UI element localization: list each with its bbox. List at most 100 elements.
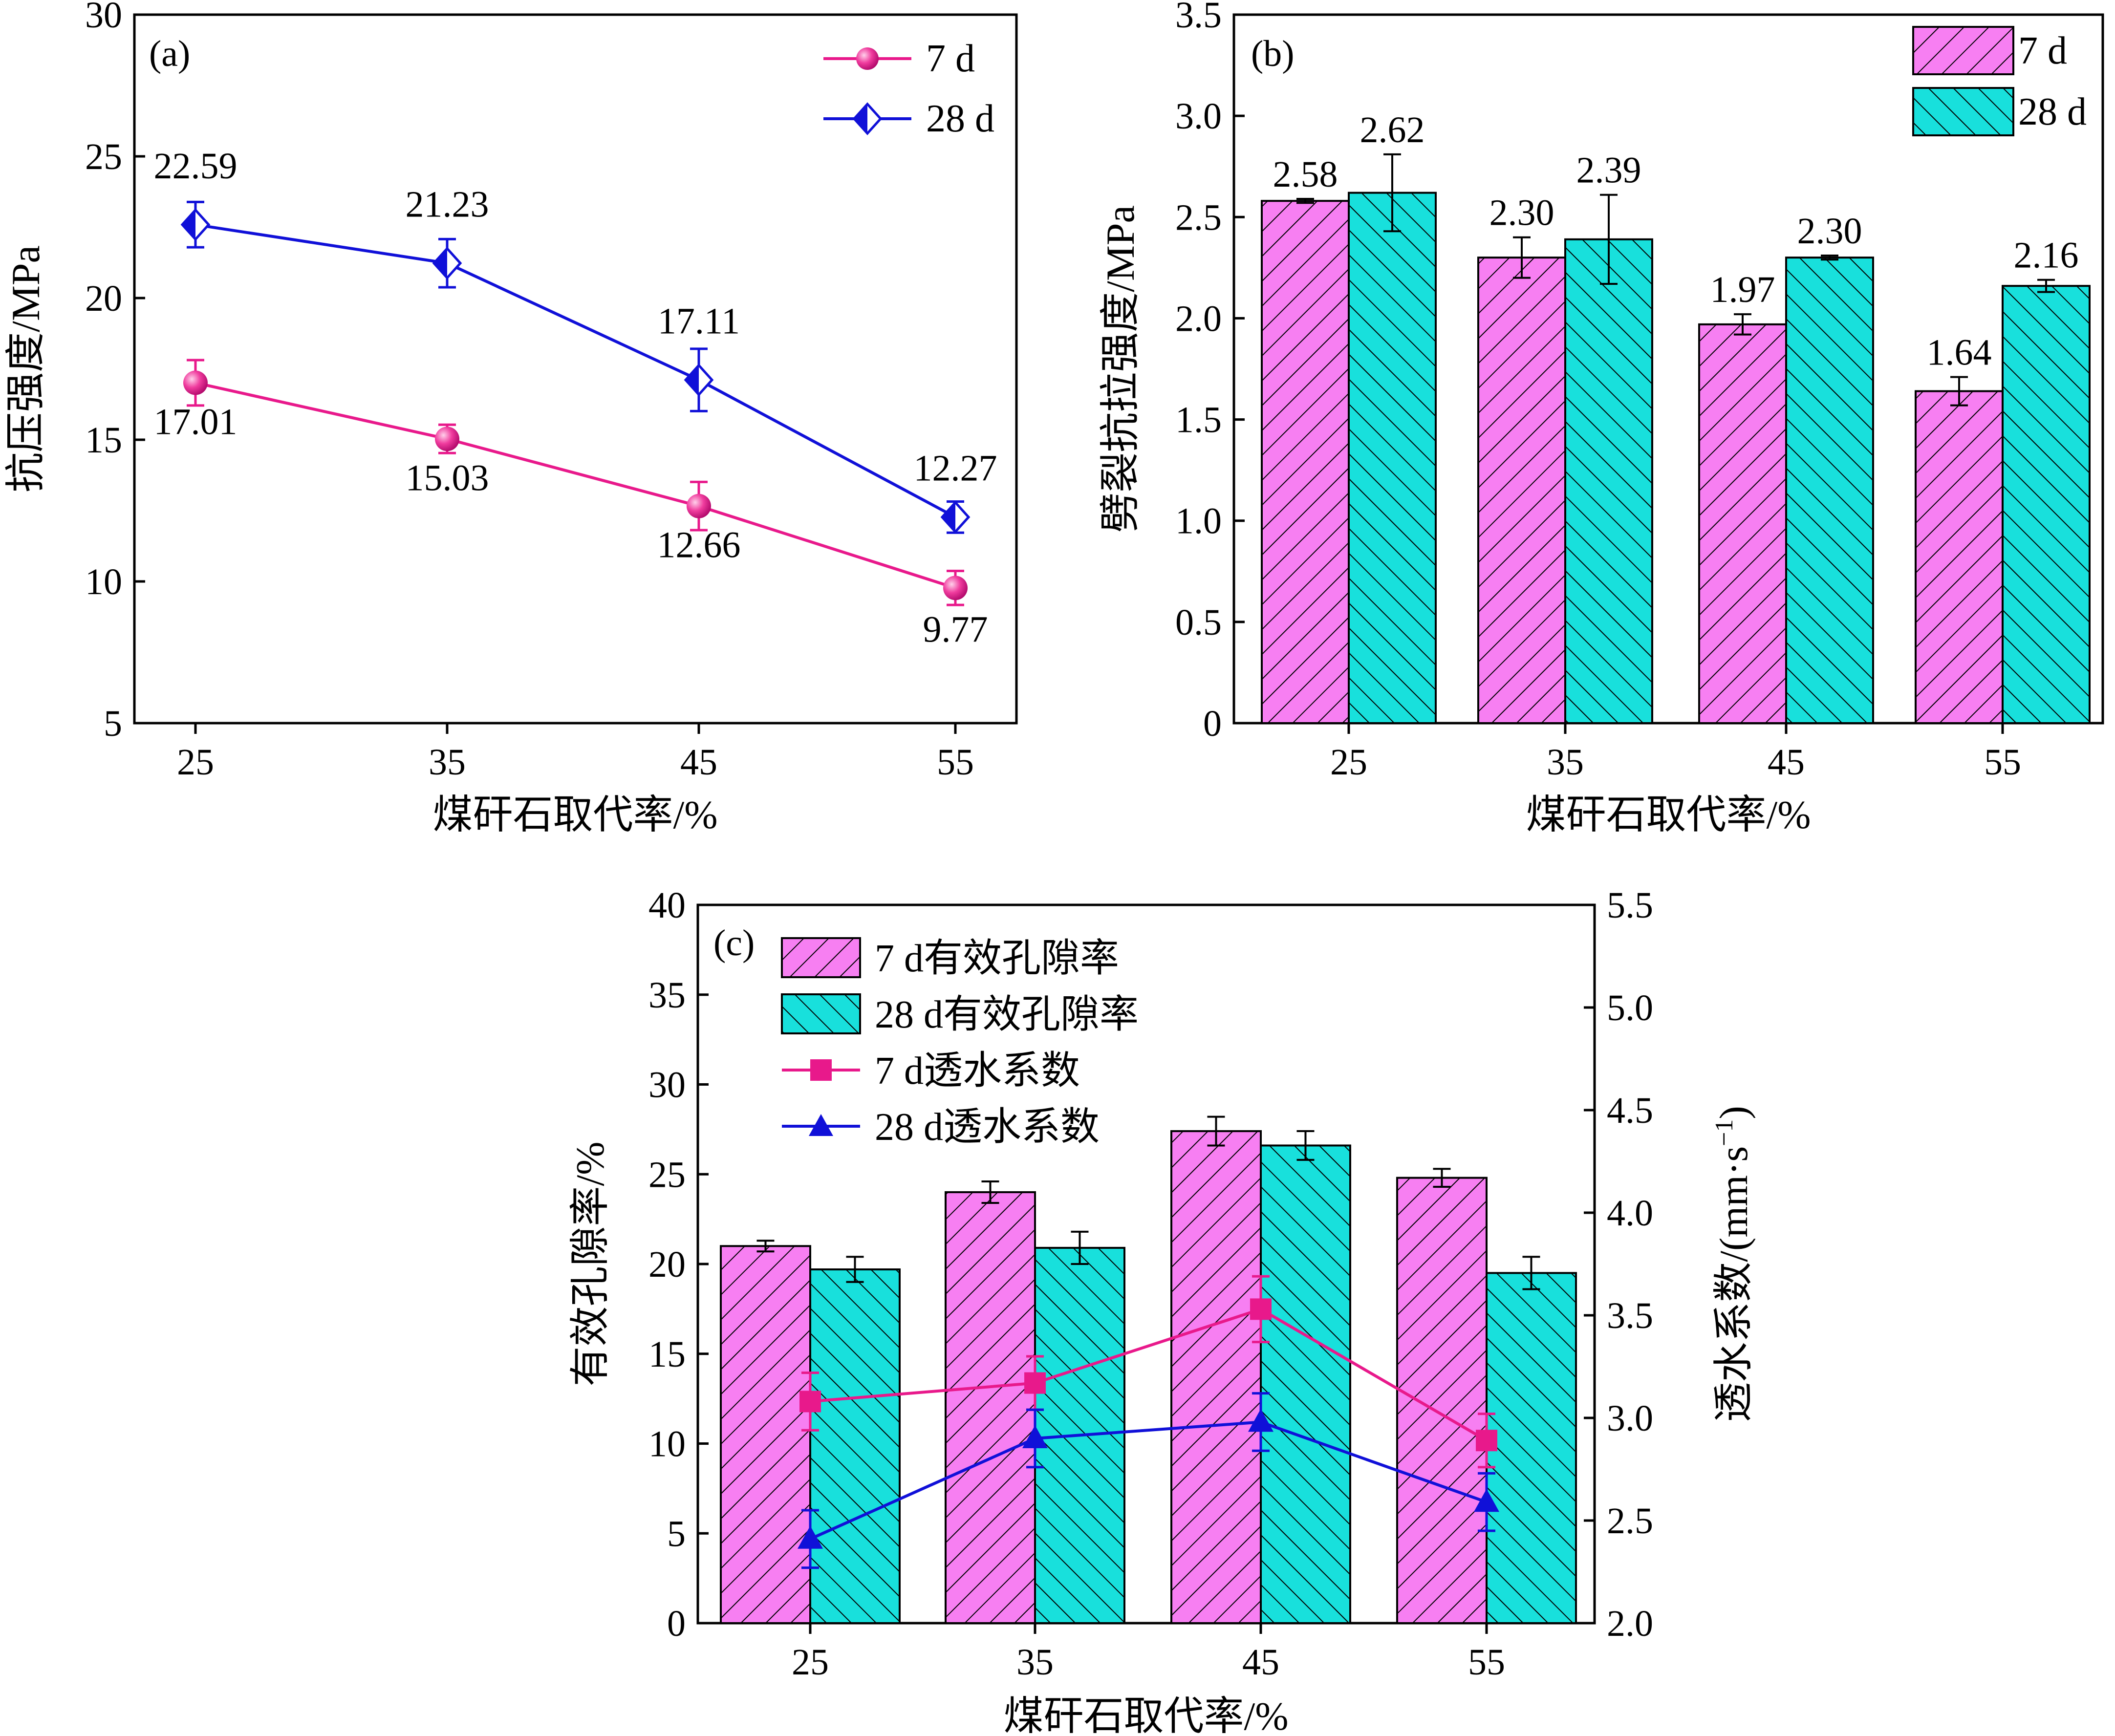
x-tick-label-a: 35	[429, 742, 466, 783]
y-tick-label-c: 40	[648, 885, 686, 926]
x-tick-label-b: 25	[1330, 742, 1367, 783]
marker-fill-a	[182, 210, 195, 239]
data-label-b: 2.58	[1273, 154, 1338, 195]
legend-label-7d-a: 7 d	[926, 37, 975, 80]
y-tick-label-a: 15	[85, 420, 122, 461]
bar-c	[945, 1191, 1036, 1624]
panel-label-b: (b)	[1251, 33, 1295, 74]
x-tick-label-c: 35	[1016, 1642, 1054, 1683]
y-tick-label-a: 25	[85, 136, 122, 177]
y2-tick-label-c: 4.0	[1607, 1193, 1653, 1234]
legend-sphere-icon	[856, 47, 879, 70]
data-point-a	[183, 370, 208, 395]
y-tick-label-c: 5	[667, 1513, 686, 1554]
y-tick-label-b: 2.5	[1175, 197, 1222, 238]
y-axis-label-a: 抗压强度/MPa	[3, 245, 48, 493]
legend-half-diamond-icon	[852, 102, 883, 135]
x-axis-c: 25 35 45 55	[792, 1623, 1505, 1683]
x-axis-b: 25 35 45 55	[1330, 723, 2021, 783]
panel-label-a: (a)	[149, 33, 190, 74]
legend-swatch-7d-b	[1912, 26, 2014, 75]
bar-c	[1260, 1144, 1351, 1624]
y-axis-label-right-c: 透水系数/(mm·s−1)	[1710, 1106, 1756, 1422]
y-tick-label-a: 30	[85, 0, 122, 36]
data-label-a: 15.03	[406, 457, 489, 498]
chart-b: (b) 0 0.5 1.0 1.5 2.0 2.5 3.0 3.5 25 35 45 55 2.58…	[1098, 0, 2104, 837]
x-axis-label-b: 煤矸石取代率/%	[1526, 793, 1811, 837]
series-line-a	[195, 381, 956, 590]
y-tick-label-b: 1.5	[1175, 400, 1222, 441]
data-point-a	[684, 363, 714, 397]
data-label-b: 2.62	[1360, 109, 1425, 150]
data-point-a	[180, 208, 211, 241]
x-tick-label-c: 25	[792, 1642, 829, 1683]
legend-swatch-7d-porosity	[781, 937, 861, 978]
y-tick-label-b: 1.0	[1175, 501, 1222, 542]
y2-label-main: 透水系数/(mm·s	[1711, 1146, 1756, 1422]
legend-a: 7 d 28 d	[823, 37, 994, 140]
bar-c	[1170, 1130, 1262, 1625]
y2-label-end: )	[1711, 1106, 1756, 1119]
bars-group-b: 2.58 2.30 1.97 1.64 2.62 2.39 2.30 2.16	[1261, 109, 2091, 725]
y2-tick-label-c: 2.0	[1607, 1603, 1653, 1644]
bar-b	[1785, 257, 1874, 724]
marker-fill-a	[434, 248, 447, 278]
data-point-square-c	[1250, 1298, 1272, 1320]
y2-tick-label-c: 5.5	[1607, 885, 1653, 926]
y-tick-label-b: 0.5	[1175, 602, 1222, 643]
legend-label-28d-b: 28 d	[2018, 90, 2087, 133]
y-tick-label-c: 10	[648, 1424, 686, 1465]
x-tick-label-c: 55	[1468, 1642, 1505, 1683]
y-axis-label-b: 劈裂抗拉强度/MPa	[1098, 205, 1143, 533]
y-tick-label-c: 25	[648, 1154, 686, 1195]
y2-tick-label-c: 5.0	[1607, 987, 1653, 1029]
data-label-a: 22.59	[154, 146, 237, 187]
y-axis-label-left-c: 有效孔隙率/%	[568, 1141, 612, 1386]
x-axis-a: 25 35 45 55	[177, 723, 974, 783]
bar-b	[1261, 200, 1350, 725]
y-tick-label-c: 0	[667, 1603, 686, 1644]
x-tick-label-b: 45	[1768, 742, 1805, 783]
bar-c	[1486, 1272, 1577, 1624]
legend-label-7d-permeability: 7 d透水系数	[875, 1050, 1080, 1093]
data-label-a: 12.66	[657, 525, 741, 566]
legend-label-28d-porosity: 28 d有效孔隙率	[875, 993, 1139, 1036]
data-label-a: 12.27	[914, 448, 997, 489]
y-tick-label-b: 2.0	[1175, 298, 1222, 339]
y2-tick-label-c: 4.5	[1607, 1090, 1653, 1131]
y2-tick-label-c: 2.5	[1607, 1500, 1653, 1542]
chart-a: (a) 5 10 15 20 25 30 25 35 45 55 17.01 15.03 12.66…	[3, 0, 1018, 837]
data-label-b: 2.39	[1576, 150, 1641, 191]
bar-c	[1396, 1177, 1488, 1625]
y-tick-label-b: 3.0	[1175, 96, 1222, 137]
x-tick-label-a: 25	[177, 742, 214, 783]
lines-group-c	[798, 1275, 1499, 1569]
bar-b	[1348, 192, 1437, 725]
data-label-b: 2.16	[2014, 235, 2079, 276]
legend-triangle-icon	[809, 1114, 833, 1136]
y-tick-label-c: 15	[648, 1334, 686, 1375]
x-tick-label-c: 45	[1242, 1642, 1279, 1683]
x-axis-label-a: 煤矸石取代率/%	[432, 793, 717, 837]
y2-tick-label-c: 3.0	[1607, 1398, 1653, 1439]
x-axis-label-c: 煤矸石取代率/%	[1003, 1694, 1288, 1736]
y-axis-a: 5 10 15 20 25 30	[85, 0, 145, 744]
x-tick-label-b: 35	[1547, 742, 1584, 783]
y-tick-label-c: 35	[648, 975, 686, 1016]
marker-fill-a	[686, 365, 699, 395]
bar-c	[720, 1245, 811, 1624]
data-point-a	[435, 427, 459, 451]
x-tick-label-a: 45	[680, 742, 717, 783]
data-label-a: 17.11	[658, 301, 740, 342]
legend-square-icon	[810, 1059, 832, 1081]
data-label-a: 17.01	[154, 401, 237, 442]
series-line-c	[810, 1307, 1488, 1442]
bar-b	[1915, 390, 2004, 724]
y2-label-sup: −1	[1710, 1119, 1738, 1146]
data-point-square-c	[1476, 1430, 1497, 1452]
data-label-b: 1.97	[1710, 269, 1775, 310]
legend-swatch-28d-b	[1912, 87, 2014, 136]
bar-c	[809, 1268, 901, 1624]
y-tick-label-a: 20	[85, 278, 122, 319]
series-line-c	[809, 1420, 1488, 1541]
